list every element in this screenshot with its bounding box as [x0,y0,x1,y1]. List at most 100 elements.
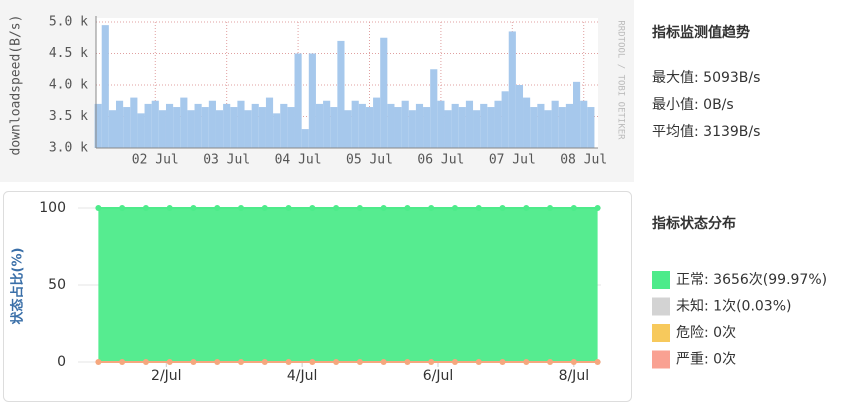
bar [558,107,566,148]
point [285,359,292,365]
point [499,205,506,211]
bar [123,107,131,148]
point [547,359,554,365]
y-tick-label: 4.0 k [49,78,88,93]
y-tick-label: 5.0 k [49,15,88,30]
legend-label: 正常: 3656次(99.97%) [676,272,827,288]
bar [423,107,431,148]
point [404,205,411,211]
legend-swatch [652,271,670,289]
bar [187,110,195,148]
y-tick-label: 50 [48,277,66,293]
point [523,359,530,365]
bar [144,103,152,148]
bar [387,103,395,148]
point [594,359,601,365]
y-tick-label: 100 [39,200,66,216]
point [333,205,340,211]
bar [573,81,581,148]
bar [508,31,516,149]
bar [515,85,524,148]
bar [473,110,481,148]
x-tick-label: 4/Jul [287,368,318,384]
point [285,205,292,211]
bar [530,107,538,148]
point [166,359,173,365]
bar [301,129,309,148]
bar [501,91,509,148]
point [380,205,387,211]
bar [373,97,381,148]
bar [337,40,345,148]
bar [180,97,188,148]
y-axis-label: downloadspeed(B/s) [9,15,24,156]
bar [544,110,552,148]
bar [251,103,259,148]
point [261,205,268,211]
bar [537,103,545,148]
bar [401,100,409,148]
bar [201,107,209,148]
bar [137,113,145,148]
point [570,205,577,211]
point [451,205,458,211]
bar [580,100,588,148]
x-tick-label: 06 Jul [417,153,464,168]
bar [551,100,559,148]
x-tick-label: 07 Jul [489,153,536,168]
point [214,359,221,365]
point [356,205,363,211]
bar [358,103,366,148]
point [309,205,316,211]
x-tick-label: 05 Jul [346,153,393,168]
point [475,359,482,365]
bar [294,53,302,148]
x-tick-label: 8/Jul [559,368,590,384]
bar [394,107,402,148]
point [119,359,126,365]
point [380,359,387,365]
watermark: RRDTOOL / TOBI OETIKER [616,20,626,140]
legend-label: 未知: 1次(0.03%) [676,298,791,315]
bar [208,100,216,148]
bar [308,53,316,148]
bar [565,103,574,148]
point [428,205,435,211]
point [499,359,506,365]
bar [330,107,338,148]
bar [273,113,281,148]
bar [365,107,374,148]
point [594,205,601,211]
point [238,359,245,365]
bar [265,97,274,148]
bar [444,110,452,148]
point [142,359,149,365]
bar [130,97,138,148]
bar [194,103,202,148]
bar [244,110,252,148]
bar [587,107,595,148]
bar [237,100,245,148]
point [261,359,268,365]
point [214,205,221,211]
bar [165,103,174,148]
legend-label: 危险: 0次 [676,325,736,341]
bar [458,107,466,148]
y-axis-label: 状态占比(%) [10,248,26,325]
point [166,205,173,211]
point [428,359,435,365]
bar [223,103,231,148]
bar [280,103,288,148]
panel-title: 指标状态分布 [652,215,736,232]
panel-title: 指标监测值趋势 [652,24,750,41]
bar [108,110,116,148]
point [475,205,482,211]
stat-line: 最大值: 5093B/s [652,70,760,86]
y-tick-label: 0 [57,354,66,370]
point [309,359,316,365]
bar [258,107,266,148]
point [95,205,102,211]
bar [487,107,495,148]
point [333,359,340,365]
